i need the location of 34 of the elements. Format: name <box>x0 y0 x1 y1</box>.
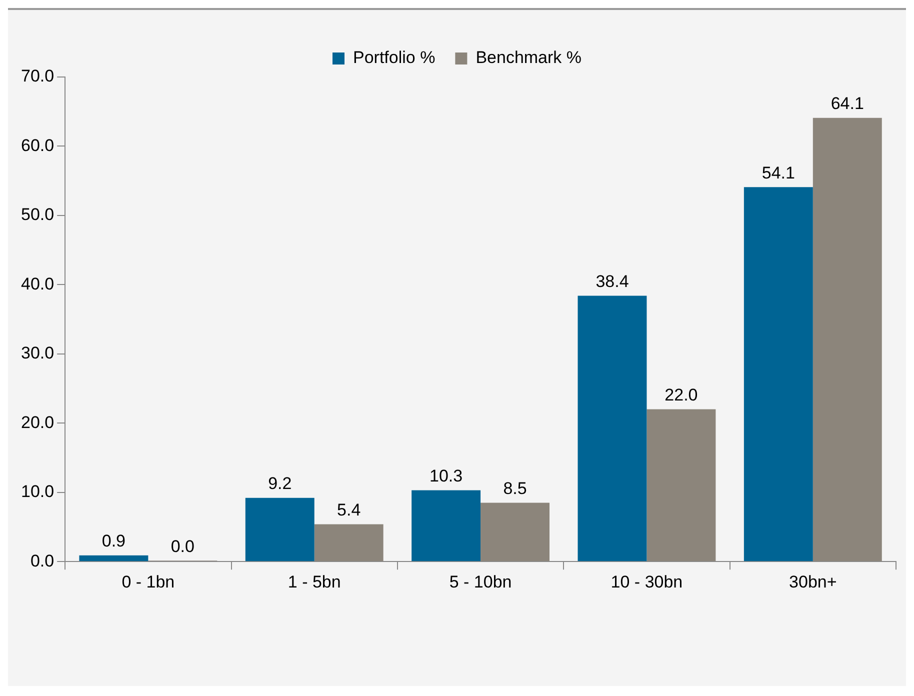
y-tick-label: 20.0 <box>20 412 54 432</box>
data-label: 0.0 <box>170 536 194 556</box>
y-tick-label: 0.0 <box>30 551 54 570</box>
data-label: 38.4 <box>596 272 629 291</box>
y-tick-label: 70.0 <box>20 66 54 86</box>
bar <box>314 524 384 562</box>
bar <box>646 409 716 562</box>
bar <box>812 118 882 562</box>
bar <box>245 498 314 562</box>
bar <box>480 502 550 562</box>
data-label: 64.1 <box>830 94 864 114</box>
data-label: 0.9 <box>102 532 126 551</box>
y-tick-label: 10.0 <box>20 482 54 502</box>
x-tick-label: 5 - 10bn <box>449 572 512 592</box>
y-tick-label: 30.0 <box>20 344 54 363</box>
x-tick-label: 0 - 1bn <box>122 572 175 592</box>
y-tick-label: 60.0 <box>20 136 54 155</box>
bar <box>79 555 148 562</box>
y-tick-label: 50.0 <box>20 205 54 224</box>
data-label: 5.4 <box>337 500 361 520</box>
data-label: 8.5 <box>503 478 527 498</box>
y-tick-label: 40.0 <box>20 274 54 294</box>
data-label: 22.0 <box>664 385 698 404</box>
x-tick-label: 10 - 30bn <box>610 572 683 592</box>
bar <box>578 296 647 562</box>
legend-label: Benchmark % <box>476 48 582 68</box>
data-label: 9.2 <box>268 474 292 494</box>
bar <box>744 187 813 562</box>
bar <box>412 490 481 562</box>
data-label: 54.1 <box>762 163 795 182</box>
data-label: 10.3 <box>430 466 463 486</box>
legend-label: Portfolio % <box>352 48 436 68</box>
x-tick-label: 30bn+ <box>789 572 837 592</box>
x-tick-label: 1 - 5bn <box>288 572 341 592</box>
